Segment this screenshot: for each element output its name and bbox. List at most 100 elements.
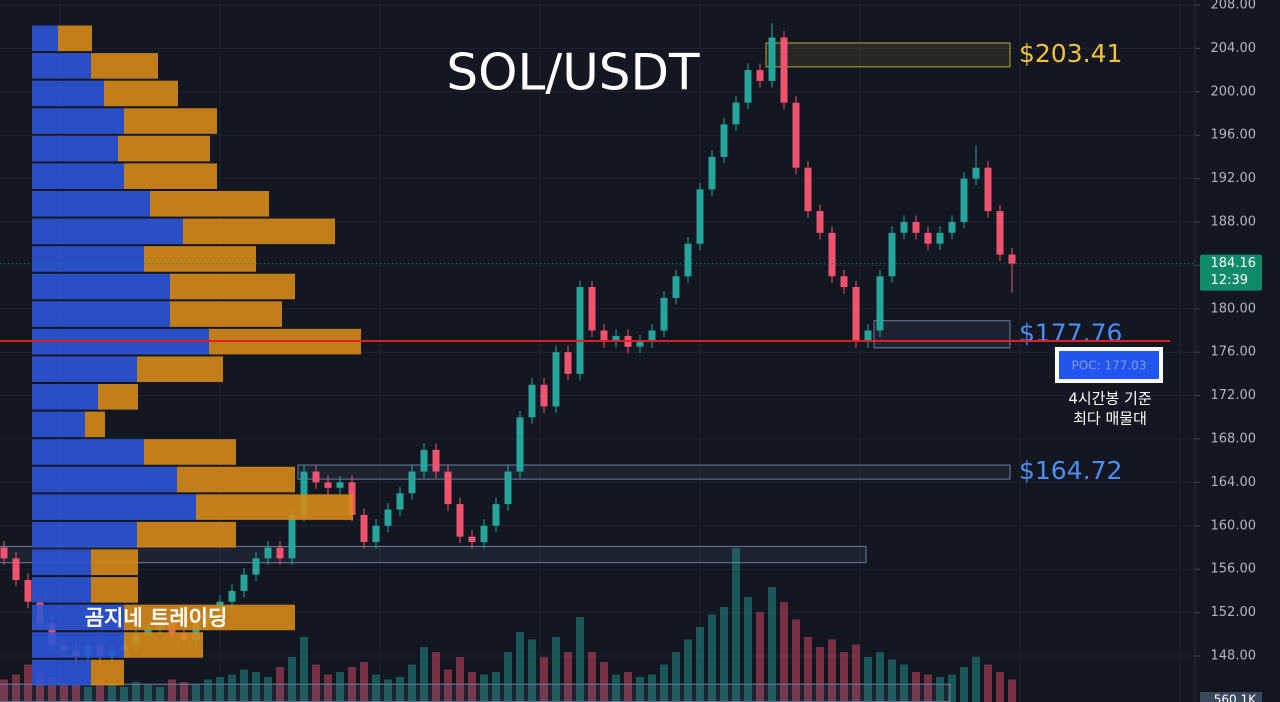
candle-body [948,221,956,233]
volume-bar [264,677,272,702]
y-tick-label: 200.00 [1211,84,1257,99]
volume-bar [72,684,80,702]
volume-bar [588,652,596,702]
volume-bar [192,684,200,702]
profile-buy [32,659,91,686]
volume-bar [96,679,104,702]
candle-body [696,189,704,244]
volume-bar [468,672,476,702]
volume-tag [1200,692,1262,702]
last-price-tag [1200,254,1262,291]
volume-bar [540,657,548,702]
candle-body [384,509,392,526]
volume-bar [948,674,956,702]
volume-bar [24,664,32,702]
volume-bar [672,652,680,702]
volume-bar [156,687,164,702]
volume-bar [144,684,152,702]
volume-bar [204,679,212,702]
profile-sell [144,439,236,465]
profile-buy [32,301,170,327]
profile-buy [32,108,124,134]
volume-bar [480,674,488,702]
zone [0,545,867,564]
y-tick-label: 148.00 [1211,648,1257,663]
candle-body [240,574,248,591]
profile-buy [32,411,85,438]
profile-sell [196,494,353,520]
profile-buy [32,135,118,162]
volume-bar [528,639,536,702]
volume-bar [456,657,464,702]
volume-bar [252,672,260,702]
candle-body [432,449,440,472]
volume-bar [624,672,632,702]
volume-bar [708,614,716,702]
profile-sell [91,549,138,576]
volume-bar [984,664,992,702]
volume-bar [60,682,68,702]
volume-bar [504,652,512,702]
profile-buy [32,549,91,576]
profile-buy [32,190,150,217]
candle-body [516,417,524,472]
volume-bar [960,667,968,702]
y-tick-label: 160.00 [1211,518,1257,533]
y-tick-label: 192.00 [1211,171,1257,186]
volume-bar [180,682,188,702]
candle-body [984,167,992,212]
volume-bar [516,632,524,702]
volume-bar [780,602,788,702]
volume-bar [888,659,896,702]
candle-body [648,330,656,342]
candle-body [396,493,404,510]
volume-bar [384,679,392,702]
y-tick-label: 168.00 [1211,431,1257,446]
candle-body [252,558,260,575]
volume-bar [432,652,440,702]
volume-bar [852,644,860,702]
profile-buy [32,246,144,272]
volume-bar [900,664,908,702]
volume-bar [660,664,668,702]
volume-bar [36,672,44,702]
candle-body [636,341,644,347]
profile-buy [32,632,124,658]
candle-body [492,504,500,526]
y-tick-label: 156.00 [1211,562,1257,577]
candle-body [720,124,728,157]
profile-buy [32,273,170,300]
candle-body [672,276,680,298]
poc-note: 4시간봉 기준 [1068,390,1152,408]
volume-bar [132,682,140,702]
candle-body [840,276,848,288]
volume-bar [360,662,368,702]
candle-body [456,504,464,537]
volume-bar [936,677,944,702]
poc-inner [1059,351,1159,380]
volume-bar [48,677,56,702]
candle-body [312,471,320,483]
candle-body [504,471,512,505]
y-tick-label: 180.00 [1211,301,1257,316]
candle-body [972,167,980,179]
y-tick-label: 196.00 [1211,128,1257,143]
candle-body [576,287,584,374]
candle-body [552,352,560,407]
volume-bar [768,587,776,702]
candle-body [912,221,920,233]
profile-buy [32,218,183,245]
candle-body [564,352,572,374]
candle-body [708,156,716,190]
volume-bar [720,607,728,702]
profile-sell [91,659,124,686]
candle-body [408,471,416,494]
chart-title: SOL/USDT [446,44,700,102]
y-tick-label: 204.00 [1211,41,1257,56]
profile-buy [32,163,124,189]
y-tick-label: 164.00 [1211,475,1257,490]
candle-body [960,178,968,222]
profile-sell [124,604,295,631]
y-tick-label: 152.00 [1211,605,1257,620]
volume-bar [0,679,8,702]
